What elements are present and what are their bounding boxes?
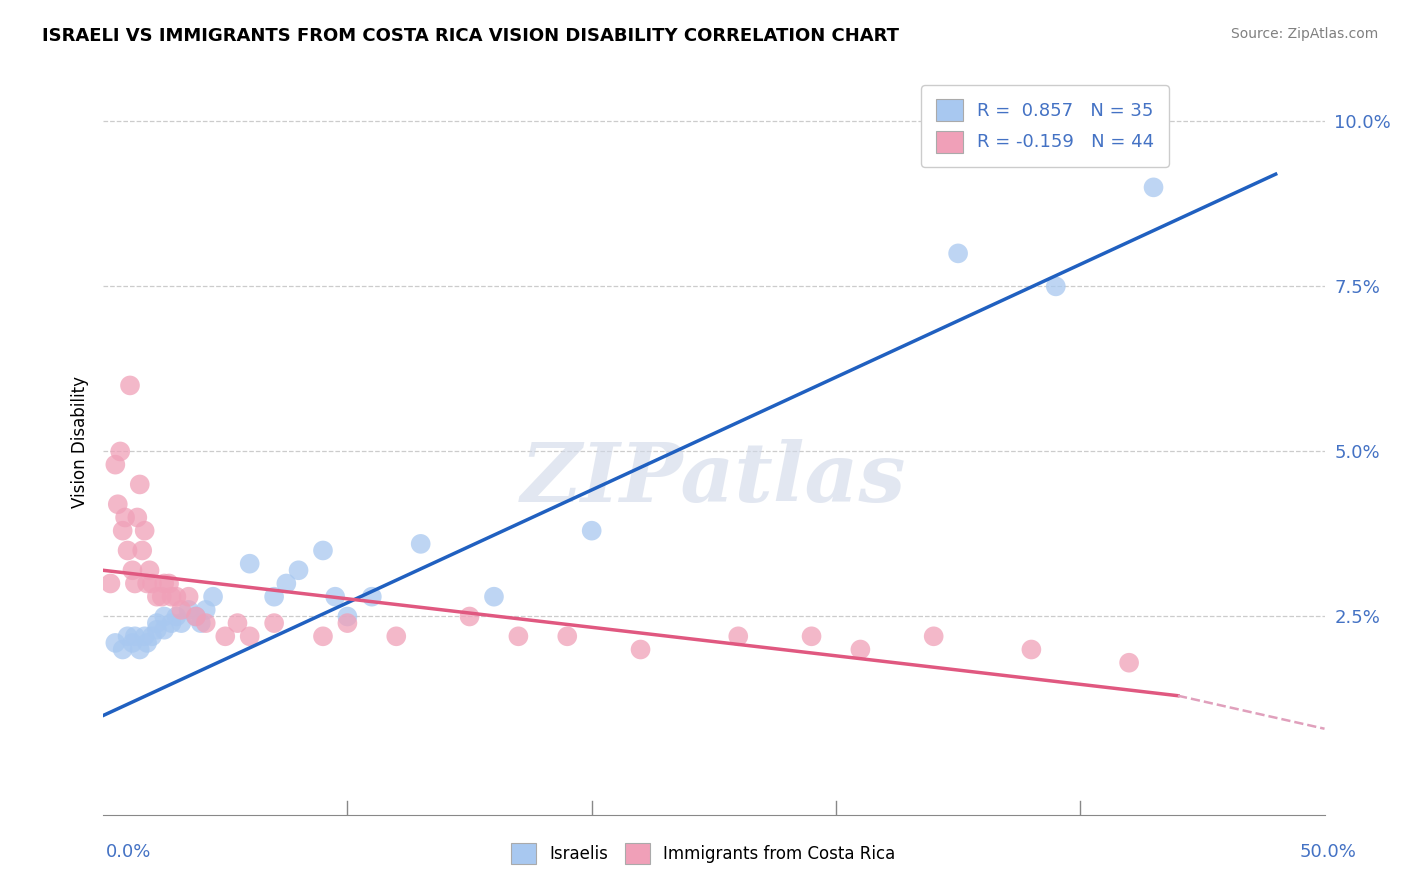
Point [239, 629, 262, 643]
Point [153, 576, 176, 591]
Point [239, 557, 262, 571]
Point [104, 458, 127, 472]
Point [165, 609, 187, 624]
Point [1021, 642, 1043, 657]
Point [922, 629, 945, 643]
Point [276, 576, 298, 591]
Point [141, 629, 163, 643]
Legend: Israelis, Immigrants from Costa Rica: Israelis, Immigrants from Costa Rica [505, 837, 901, 871]
Point [100, 576, 122, 591]
Point [409, 537, 432, 551]
Point [336, 616, 359, 631]
Point [127, 510, 149, 524]
Point [170, 616, 193, 631]
Point [800, 629, 823, 643]
Point [150, 590, 173, 604]
Legend: R =  0.857   N = 35, R = -0.159   N = 44: R = 0.857 N = 35, R = -0.159 N = 44 [921, 85, 1168, 167]
Point [131, 543, 153, 558]
Point [124, 629, 146, 643]
Text: ISRAELI VS IMMIGRANTS FROM COSTA RICA VISION DISABILITY CORRELATION CHART: ISRAELI VS IMMIGRANTS FROM COSTA RICA VI… [42, 27, 900, 45]
Point [111, 524, 134, 538]
Point [194, 603, 217, 617]
Point [1142, 180, 1164, 194]
Point [138, 563, 160, 577]
Point [312, 629, 335, 643]
Text: ZIPatlas: ZIPatlas [522, 439, 907, 519]
Point [630, 642, 652, 657]
Point [146, 623, 169, 637]
Point [946, 246, 969, 260]
Point [136, 636, 159, 650]
Point [508, 629, 530, 643]
Point [202, 590, 225, 604]
Point [190, 616, 212, 631]
Point [214, 629, 236, 643]
Point [1118, 656, 1140, 670]
Point [114, 510, 136, 524]
Point [581, 524, 603, 538]
Point [134, 524, 156, 538]
Point [226, 616, 249, 631]
Point [141, 576, 163, 591]
Point [153, 623, 176, 637]
Point [263, 590, 285, 604]
Point [177, 590, 200, 604]
Point [1045, 279, 1067, 293]
Text: Source: ZipAtlas.com: Source: ZipAtlas.com [1230, 27, 1378, 41]
Point [160, 590, 183, 604]
Point [157, 576, 180, 591]
Point [104, 636, 127, 650]
Point [107, 497, 129, 511]
Point [177, 603, 200, 617]
Point [124, 576, 146, 591]
Point [482, 590, 505, 604]
Point [194, 616, 217, 631]
Point [555, 629, 578, 643]
Point [727, 629, 749, 643]
Point [170, 603, 193, 617]
Point [165, 590, 187, 604]
Point [121, 563, 143, 577]
Point [849, 642, 872, 657]
Point [118, 378, 141, 392]
Point [136, 576, 159, 591]
Point [128, 477, 150, 491]
Point [360, 590, 382, 604]
Point [121, 636, 143, 650]
Point [146, 616, 169, 631]
Point [110, 444, 132, 458]
Point [111, 642, 134, 657]
Point [146, 590, 169, 604]
Point [134, 629, 156, 643]
Point [312, 543, 335, 558]
Text: 0.0%: 0.0% [105, 843, 150, 861]
Text: 50.0%: 50.0% [1301, 843, 1357, 861]
Point [160, 616, 183, 631]
Point [184, 609, 207, 624]
Point [336, 609, 359, 624]
Point [385, 629, 408, 643]
Point [128, 642, 150, 657]
Point [287, 563, 309, 577]
Point [458, 609, 481, 624]
Point [323, 590, 346, 604]
Point [153, 609, 176, 624]
Point [117, 629, 139, 643]
Y-axis label: Vision Disability: Vision Disability [72, 376, 89, 508]
Point [263, 616, 285, 631]
Point [184, 609, 207, 624]
Point [117, 543, 139, 558]
